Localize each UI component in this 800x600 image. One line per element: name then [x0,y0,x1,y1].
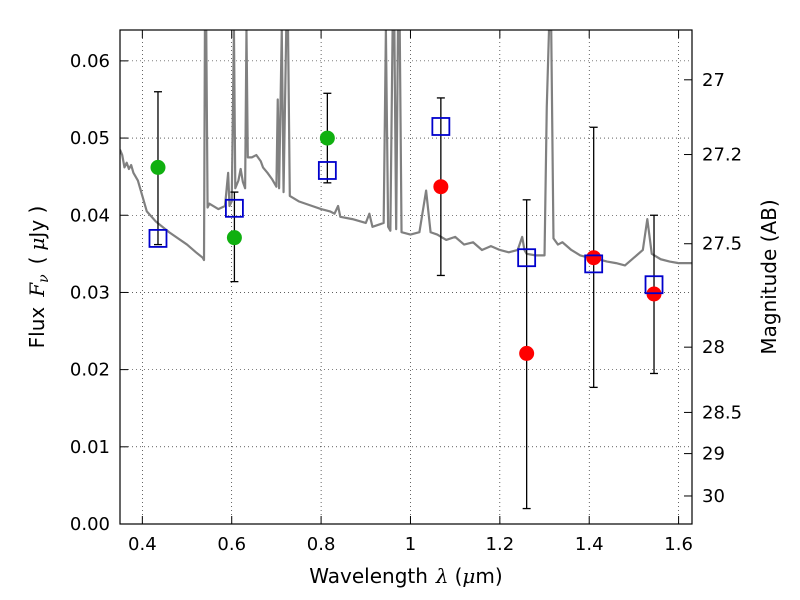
blue-square-point [224,198,244,218]
y-tick-label: 0.06 [70,51,110,72]
y-tick-label: 0.05 [70,128,110,149]
x-tick-label: 0.4 [128,534,157,555]
blue-square-point [644,275,664,295]
x-axis-title: Wavelength λ (μm) [309,564,502,588]
red-circle-point [433,179,449,195]
green-circle-point [226,230,242,246]
green-circle-point [319,130,335,146]
mag-tick-label: 28 [702,337,725,358]
mag-tick-label: 30 [702,486,725,507]
mag-tick-label: 27.2 [702,145,742,166]
mag-tick-label: 28.5 [702,402,742,423]
blue-square-point [584,254,604,274]
axis-ticks: 0.4 0.6 0.8 1 1.2 1.4 1.6 0.00 0.01 0.02 0.03 0.04 0… [70,30,742,555]
x-axis-title-unit-mu: μ [462,564,475,588]
y-axis-title-symbol: F [25,282,49,298]
y-tick-label: 0.00 [70,514,110,535]
y-axis-title-unit-rest: Jy ) [25,206,49,240]
x-tick-label: 1.2 [486,534,515,555]
blue-square-point [517,248,537,268]
blue-square-point [317,161,337,180]
blue-square-point [431,117,451,136]
red-circle-point [586,250,602,266]
y-axis-title-unit-mu: μ [25,238,49,251]
x-tick-label: 0.8 [307,534,336,555]
x-tick-label: 1 [405,534,416,555]
y-axis-title-text: Flux [25,307,49,349]
y-tick-label: 0.03 [70,282,110,303]
y-axis-title: Flux Fν ( μJy ) [25,206,52,349]
x-tick-label: 0.6 [217,534,246,555]
green-circle-point [150,159,166,175]
data-markers [148,117,664,361]
x-axis-title-symbol: λ [435,564,449,588]
mag-tick-label: 27 [702,70,725,91]
y-tick-label: 0.01 [70,437,110,458]
plot-frame [119,29,693,525]
y-axis-title-unit-open: ( [25,257,49,265]
blue-square-point [148,229,168,248]
y-tick-label: 0.02 [70,360,110,381]
x-axis-title-text: Wavelength [309,564,428,588]
red-circle-point [519,345,535,361]
x-axis-title-unit-rest: m) [475,564,502,588]
x-tick-label: 1.6 [664,534,693,555]
y-tick-label: 0.04 [70,205,110,226]
x-tick-label: 1.4 [575,534,604,555]
model-spectrum-line [120,30,692,267]
mag-tick-label: 27.5 [702,234,742,255]
mag-tick-label: 29 [702,444,725,465]
y2-axis-title: Magnitude (AB) [757,199,781,354]
x-axis-title-unit-open: ( [455,564,463,588]
y-axis-title-sub: ν [36,274,52,283]
